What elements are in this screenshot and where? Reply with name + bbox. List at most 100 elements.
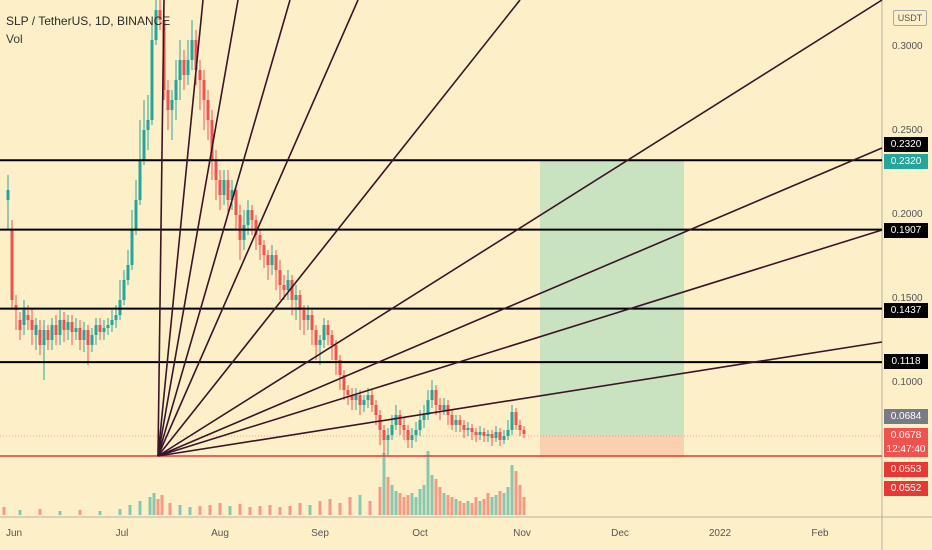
candle[interactable] [38,330,42,345]
candle[interactable] [334,345,338,360]
candle[interactable] [386,435,390,440]
fan-line[interactable] [157,0,291,457]
candle[interactable] [218,180,222,195]
candle[interactable] [422,415,426,420]
fan-line[interactable] [157,0,239,457]
fan-line[interactable] [157,147,883,457]
candle[interactable] [302,310,306,320]
candle[interactable] [482,432,486,436]
candle[interactable] [146,120,150,130]
candle[interactable] [314,330,318,345]
candle[interactable] [230,190,234,200]
candle[interactable] [222,180,226,195]
candle[interactable] [50,325,54,340]
candle[interactable] [34,325,38,335]
candle[interactable] [250,210,254,220]
candle[interactable] [366,395,370,400]
candle[interactable] [262,245,266,255]
candle[interactable] [322,325,326,340]
candle[interactable] [106,325,110,328]
candle[interactable] [418,420,422,430]
candle[interactable] [402,425,406,430]
candle[interactable] [134,200,138,230]
candle[interactable] [518,425,522,430]
candle[interactable] [258,235,262,245]
candle[interactable] [182,60,186,75]
candle[interactable] [374,405,378,415]
candle[interactable] [306,315,310,320]
candle[interactable] [438,405,442,410]
candle[interactable] [414,430,418,435]
candle[interactable] [286,280,290,290]
candle[interactable] [110,320,114,325]
candle[interactable] [158,10,162,20]
candle[interactable] [466,428,470,430]
candle[interactable] [238,215,242,240]
candle[interactable] [234,190,238,215]
candle[interactable] [118,300,122,315]
candle[interactable] [462,425,466,430]
candle[interactable] [350,395,354,400]
candle[interactable] [86,330,90,345]
candle[interactable] [206,100,210,120]
candle[interactable] [298,295,302,310]
candle[interactable] [326,325,330,335]
candle[interactable] [378,415,382,430]
volume-indicator-label[interactable]: Vol [6,32,23,46]
candle[interactable] [54,325,58,335]
candle[interactable] [10,230,14,300]
candle[interactable] [246,210,250,225]
fan-line[interactable] [157,0,204,457]
candle[interactable] [66,322,70,330]
candle[interactable] [42,330,46,345]
candle[interactable] [46,330,50,340]
target-zone[interactable] [540,160,684,436]
candle[interactable] [410,435,414,440]
candle[interactable] [154,10,158,40]
candle[interactable] [14,305,18,310]
candle[interactable] [394,415,398,425]
candle[interactable] [470,428,474,432]
candle[interactable] [406,430,410,440]
candle[interactable] [126,265,130,280]
candle[interactable] [442,405,446,410]
candle[interactable] [62,320,66,330]
candle[interactable] [398,415,402,425]
candle[interactable] [330,335,334,345]
candle[interactable] [490,434,494,438]
fan-line[interactable] [157,229,883,457]
candle[interactable] [74,328,78,332]
candle[interactable] [458,420,462,425]
candle[interactable] [226,180,230,200]
candle[interactable] [342,375,346,390]
currency-button[interactable]: USDT [893,10,927,26]
candle[interactable] [346,390,350,395]
candle[interactable] [358,395,362,405]
candle[interactable] [30,320,34,330]
candle[interactable] [114,315,118,320]
fan-line[interactable] [157,0,521,457]
candle[interactable] [26,315,30,320]
candle[interactable] [514,412,518,425]
candle[interactable] [78,328,82,340]
candle[interactable] [214,160,218,180]
candle[interactable] [198,70,202,80]
candle[interactable] [22,310,26,325]
candle[interactable] [254,220,258,235]
candle[interactable] [506,430,510,436]
candle[interactable] [194,40,198,70]
candle[interactable] [150,40,154,120]
candle[interactable] [178,60,182,80]
candle[interactable] [310,315,314,330]
candle[interactable] [434,390,438,405]
candle[interactable] [98,325,102,332]
candle[interactable] [122,280,126,300]
candle[interactable] [6,190,10,200]
candle[interactable] [190,40,194,60]
candle[interactable] [382,430,386,440]
candle[interactable] [318,340,322,345]
candle[interactable] [478,432,482,435]
candle[interactable] [58,320,62,335]
candle[interactable] [82,330,86,340]
